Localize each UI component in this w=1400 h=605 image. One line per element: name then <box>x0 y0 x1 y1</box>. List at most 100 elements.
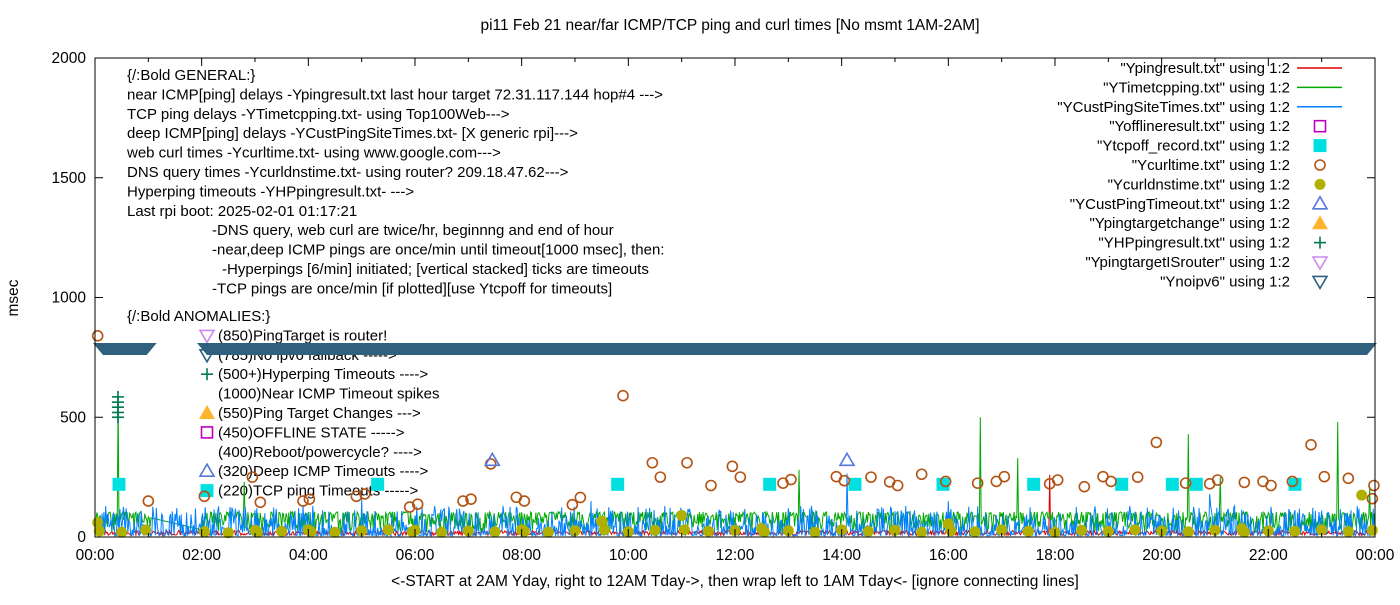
point-Ycurldnstime.txt <box>1238 526 1250 538</box>
point-Ycurltime.txt <box>838 474 851 487</box>
legend-label: "Ycurltime.txt" using 1:2 <box>1132 157 1290 174</box>
general-note-line: deep ICMP[ping] delays -YCustPingSiteTim… <box>127 125 578 142</box>
point-Ycurldnstime.txt <box>702 525 714 537</box>
chart-title: pi11 Feb 21 near/far ICMP/TCP ping and c… <box>480 17 979 34</box>
legend-label: "YCustPingSiteTimes.txt" using 1:2 <box>1057 99 1290 116</box>
point-Ycurltime.txt <box>1078 480 1091 493</box>
x-tick-label: 00:00 <box>76 547 115 564</box>
point-Ycurltime.txt <box>198 490 211 503</box>
point-Ycurldnstime.txt <box>222 527 234 539</box>
point-Ycurldnstime.txt <box>996 524 1008 536</box>
point-Ycurltime.txt <box>1211 474 1224 486</box>
point-Ycurldnstime.txt <box>1022 525 1034 537</box>
x-tick-label: 22:00 <box>1249 547 1288 564</box>
point-Ycurltime.txt <box>681 456 693 469</box>
anomaly-note-line: (400)Reboot/powercycle? ----> <box>218 444 422 461</box>
point-Ycurldnstime.txt <box>356 525 368 537</box>
point-Ytcpoff_record.txt <box>371 477 385 491</box>
point-Ycurltime.txt <box>574 491 587 504</box>
axes-layer: 00:00 02:00 04:00 06:00 08:00 10:00 12:00 14:00… <box>52 50 1395 564</box>
legend-label: "Ytcpoff_record.txt" using 1:2 <box>1097 138 1290 155</box>
legend-label: "YTimetcpping.txt" using 1:2 <box>1103 79 1290 96</box>
point-Ycurldnstime.txt <box>489 526 501 538</box>
point-Ycurltime.txt <box>1105 475 1117 488</box>
triangle-open-icon <box>198 462 216 477</box>
point-Ycurldnstime.txt <box>436 526 448 538</box>
point-Ycurltime.txt <box>1318 470 1331 483</box>
point-Ycurldnstime.txt <box>889 524 901 536</box>
point-Ycurltime.txt <box>1051 474 1064 486</box>
x-tick-label: 10:00 <box>609 547 648 564</box>
point-Ycurltime.txt <box>865 471 877 483</box>
point-Ycurltime.txt <box>915 468 928 481</box>
legend-triangle-filled-icon <box>1312 215 1328 230</box>
point-Ycurltime.txt <box>1265 479 1277 492</box>
y-tick-label: 500 <box>60 409 86 426</box>
x-tick-label: 16:00 <box>929 547 968 564</box>
point-Ytcpoff_record.txt <box>848 477 862 491</box>
x-tick-label: 12:00 <box>716 547 755 564</box>
point-Ycurltime.txt <box>646 456 659 469</box>
point-Ycurltime.txt <box>971 477 984 489</box>
annotation-layer: {/:Bold GENERAL:} near ICMP[ping] delays … <box>126 67 664 500</box>
point-Ycurldnstime.txt <box>1342 526 1354 538</box>
point-Ycurldnstime.txt <box>1356 489 1368 501</box>
square-filled-icon <box>200 484 214 498</box>
point-Ycurldnstime.txt <box>676 509 688 521</box>
x-tick-label: 04:00 <box>289 547 328 564</box>
legend-triangle-open-icon <box>1311 195 1329 210</box>
point-Ycurltime.txt <box>297 495 309 507</box>
general-note-line: Hyperping timeouts -YHPpingresult.txt- -… <box>127 183 414 200</box>
point-Ycurltime.txt <box>1179 477 1192 489</box>
point-Ytcpoff_record.txt <box>936 477 950 491</box>
legend-square-open-icon <box>1313 119 1327 133</box>
general-note-line: -Hyperpings [6/min] initiated; [vertical… <box>222 261 649 278</box>
point-Ycurltime.txt <box>1305 438 1317 451</box>
general-note-line: {/:Bold GENERAL:} <box>127 67 255 84</box>
point-Ycurldnstime.txt <box>945 525 957 537</box>
legend-label: "Ypingresult.txt" using 1:2 <box>1120 60 1290 77</box>
anomaly-note-line: {/:Bold ANOMALIES:} <box>127 308 270 325</box>
point-Ytcpoff_record.txt <box>1189 477 1203 491</box>
point-Ycurltime.txt <box>566 498 579 511</box>
point-Ycurldnstime.txt <box>1289 525 1301 537</box>
y-tick-label: 1000 <box>52 290 87 307</box>
noipv6-band-segment <box>197 342 1377 355</box>
point-Ycurltime.txt <box>254 496 267 509</box>
anomaly-note-line: (220)TCP ping Timeouts -----> <box>218 483 418 500</box>
legend-label: "YHPpingresult.txt" using 1:2 <box>1098 235 1290 252</box>
legend-label: "Ypingtargetchange" using 1:2 <box>1089 215 1290 232</box>
point-Ycurldnstime.txt <box>1182 526 1194 538</box>
general-note-line: -DNS query, web curl are twice/hr, begin… <box>212 222 614 239</box>
point-Ycurldnstime.txt <box>1209 524 1221 536</box>
point-Ycurldnstime.txt <box>596 515 608 527</box>
legend-triangle-down-open-icon <box>1311 275 1329 290</box>
point-Ycurldnstime.txt <box>140 524 152 536</box>
anomaly-note-line: (850)PingTarget is router! <box>218 327 387 344</box>
noipv6-band-layer <box>93 342 1377 355</box>
point-Ycurltime.txt <box>939 475 952 488</box>
x-tick-label: 00:00 <box>1356 547 1395 564</box>
point-Ytcpoff_record.txt <box>1027 477 1041 491</box>
point-Ycurldnstime.txt <box>276 525 288 537</box>
point-Ytcpoff_record.txt <box>1115 477 1129 491</box>
point-Ycurltime.txt <box>403 501 416 513</box>
legend-label: "Ycurldnstime.txt" using 1:2 <box>1108 176 1290 193</box>
legend-triangle-down-open-icon <box>1311 256 1329 271</box>
general-note-line: DNS query times -Ycurldnstime.txt- using… <box>127 164 569 181</box>
point-Ycurltime.txt <box>1286 475 1299 488</box>
anomaly-note-line: (320)Deep ICMP Timeouts ----> <box>218 463 428 480</box>
point-Ycurltime.txt <box>246 471 259 483</box>
legend-label: "YpingtargetISrouter" using 1:2 <box>1085 254 1290 271</box>
anomaly-note-line: (550)Ping Target Changes ---> <box>218 405 421 422</box>
point-Ycurldnstime.txt <box>1076 524 1088 536</box>
legend: "Ypingresult.txt" using 1:2 "YTimetcpping… <box>1057 60 1342 290</box>
point-Ycurltime.txt <box>726 460 739 473</box>
point-Ycurltime.txt <box>891 479 904 492</box>
point-Ycurldnstime.txt <box>198 526 210 538</box>
point-Ycurltime.txt <box>518 495 531 507</box>
point-Ycurldnstime.txt <box>1129 524 1141 536</box>
general-note-line: Last rpi boot: 2025-02-01 01:17:21 <box>127 203 357 220</box>
point-Ycurldnstime.txt <box>329 526 341 538</box>
